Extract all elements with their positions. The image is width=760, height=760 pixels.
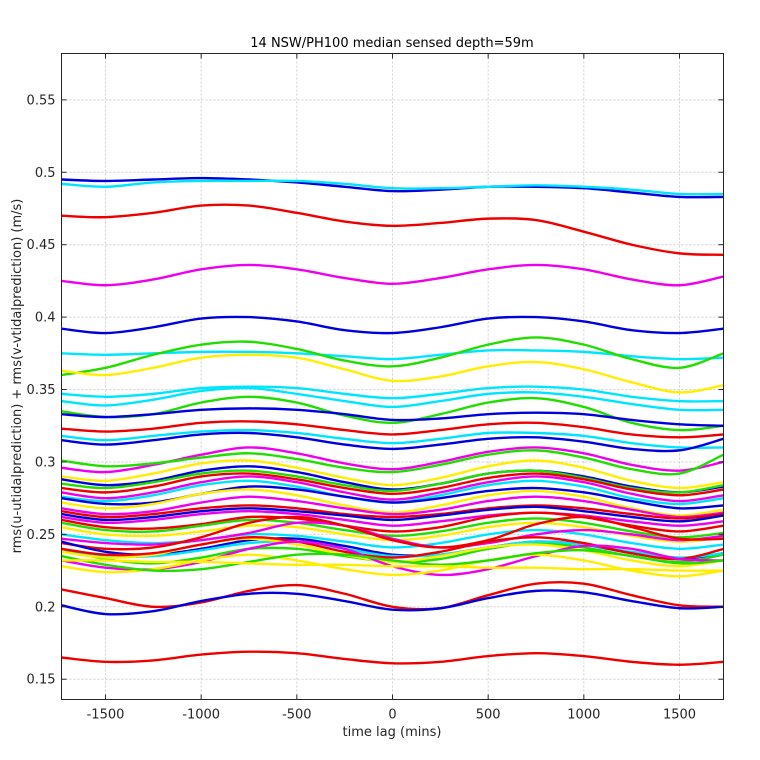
x-tick-label: -1000 xyxy=(182,708,220,723)
series-line-blue-9 xyxy=(61,589,724,616)
series-line-magenta-3 xyxy=(61,475,724,503)
series-line-blue-4 xyxy=(61,431,724,453)
series-line-red-9 xyxy=(61,650,724,666)
series-line-green-7 xyxy=(61,549,724,573)
series-line-green-3 xyxy=(61,449,724,476)
x-axis-label: time lag (mins) xyxy=(343,725,442,740)
series-line-red-3 xyxy=(61,472,724,497)
series-line-blue-1 xyxy=(61,176,724,199)
x-tick-label: 500 xyxy=(476,708,501,723)
x-tick-label: 0 xyxy=(388,708,396,723)
series-line-magenta-6 xyxy=(61,521,724,549)
y-tick-label: 0.35 xyxy=(27,383,56,398)
y-tick-label: 0.15 xyxy=(27,673,56,688)
y-tick-label: 0.55 xyxy=(27,93,56,108)
series-line-cyan-5 xyxy=(61,428,724,449)
y-tick-label: 0.4 xyxy=(35,311,56,326)
chart-title: 14 NSW/PH100 median sensed depth=59m xyxy=(250,36,533,51)
x-tick-label: 1000 xyxy=(567,708,600,723)
series-line-yellow-1 xyxy=(61,353,724,394)
y-tick-label: 0.5 xyxy=(35,166,56,181)
series-line-blue-7 xyxy=(61,505,724,523)
series-line-cyan-3 xyxy=(61,385,724,403)
series-line-red-2 xyxy=(61,420,724,439)
y-tick-label: 0.3 xyxy=(35,455,56,470)
x-tick-label: 1500 xyxy=(663,708,696,723)
series-line-yellow-2 xyxy=(61,459,724,490)
series-line-magenta-5 xyxy=(61,510,724,527)
x-tick-label: -500 xyxy=(282,708,312,723)
x-tick-label: -1500 xyxy=(87,708,125,723)
series-line-red-4 xyxy=(61,504,724,520)
series-line-cyan-1 xyxy=(61,179,724,196)
series-line-blue-2 xyxy=(61,315,724,335)
y-tick-label: 0.25 xyxy=(27,528,56,543)
y-axis-label: rms(u-utidalprediction) + rms(v-vtidalpr… xyxy=(10,199,25,554)
grid xyxy=(61,53,724,700)
series-line-red-6 xyxy=(61,515,724,551)
series-line-blue-3 xyxy=(61,407,724,427)
series-line-green-5 xyxy=(61,517,724,539)
series-line-yellow-7 xyxy=(61,559,724,572)
series-line-red-8 xyxy=(61,580,724,611)
series-line-magenta-4 xyxy=(61,495,724,519)
series-line-blue-5 xyxy=(61,465,724,494)
series-line-cyan-4 xyxy=(61,386,724,412)
series-line-red-1 xyxy=(61,203,724,257)
series-line-magenta-1 xyxy=(61,263,724,287)
series-line-yellow-3 xyxy=(61,488,724,517)
series-group xyxy=(61,176,724,666)
series-line-red-7 xyxy=(61,536,724,561)
series-line-yellow-6 xyxy=(61,553,724,578)
y-tick-label: 0.45 xyxy=(27,238,56,253)
axis-ticks: -1500 -1000 -500 0 500 1000 1500 0.15 0.2 0.25 0.3… xyxy=(27,53,724,723)
series-line-green-1 xyxy=(61,336,724,377)
series-line-green-4 xyxy=(61,469,724,494)
y-tick-label: 0.2 xyxy=(35,600,56,615)
